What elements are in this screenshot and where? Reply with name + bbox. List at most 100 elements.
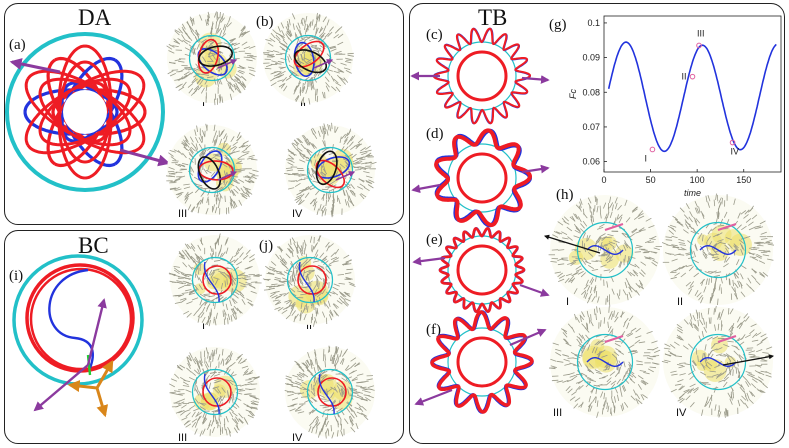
director-fiber [212,349,215,357]
director-fiber [333,360,337,367]
director-fiber [683,390,690,394]
director-fiber [214,388,220,394]
director-fiber [313,197,317,204]
director-fiber [733,272,739,278]
director-fiber [324,32,330,38]
director-fiber [759,273,766,278]
director-fiber [212,204,215,211]
defect-trajectory [297,265,327,295]
defect-marker [604,223,624,231]
director-fiber [301,259,308,265]
director-fiber [250,158,258,161]
director-fiber [732,369,734,376]
director-fiber [640,381,647,386]
defect-trajectory [197,156,222,190]
director-fiber [679,244,686,246]
director-fiber [700,297,704,304]
director-fiber [691,360,697,367]
director-fiber [579,198,583,205]
director-fiber [314,380,318,387]
director-fiber [331,86,337,91]
director-fiber [360,147,366,152]
director-fiber [630,327,637,332]
director-fiber [574,397,581,402]
director-fiber [220,33,227,39]
director-fiber [180,298,187,303]
director-fiber [305,87,309,94]
director-fiber [636,244,643,247]
director-fiber [229,353,233,360]
director-fiber [630,395,636,401]
director-fiber [597,296,600,303]
confinement-ring [689,221,747,279]
director-fiber [321,425,324,433]
director-fiber [274,278,281,281]
director-fiber [365,149,372,152]
director-fiber [723,251,726,258]
director-fiber [250,175,257,180]
director-fiber [574,229,581,234]
director-fiber [708,401,712,408]
director-fiber [240,83,246,89]
director-fiber [629,378,636,384]
director-fiber [198,402,205,407]
director-fiber [251,403,259,406]
director-fiber [176,280,183,283]
director-fiber [196,78,202,85]
director-fiber [245,393,252,395]
director-fiber [565,273,573,277]
director-fiber [295,269,298,276]
director-fiber [305,16,308,23]
director-fiber [590,215,593,222]
director-fiber [351,153,357,159]
director-fiber [551,379,559,382]
director-fiber [172,45,179,47]
director-fiber [705,278,708,285]
director-fiber [325,268,331,274]
director-fiber [676,329,683,334]
director-fiber [248,178,255,183]
director-fiber [708,395,713,401]
director-fiber [301,362,307,368]
director-fiber [617,204,622,211]
roman-h-i: I [566,296,570,308]
director-fiber [281,259,287,266]
director-fiber [199,14,203,21]
director-fiber [337,420,339,428]
director-fiber [195,183,203,187]
director-fiber [725,247,730,254]
director-fiber [282,39,288,45]
director-fiber [304,147,310,153]
director-fiber [341,374,348,379]
director-fiber [185,389,192,393]
director-fiber [679,393,684,400]
director-fiber [628,361,633,368]
director-fiber [238,281,245,285]
director-fiber [569,374,576,378]
director-fiber [200,356,203,363]
director-fiber [328,190,331,197]
director-fiber [276,32,283,37]
director-fiber [326,19,330,26]
director-fiber [226,274,231,280]
director-fiber [339,292,345,298]
director-fiber [616,293,620,300]
director-fiber [186,21,191,28]
director-fiber [351,362,357,368]
director-fiber [581,259,587,265]
director-fiber [222,23,226,31]
director-fiber [169,187,177,191]
director-fiber [306,305,309,313]
director-fiber [330,75,335,82]
director-fiber [221,387,226,393]
director-fiber [219,94,222,101]
director-fiber [293,242,297,249]
director-fiber [246,190,253,195]
roman-j-iii: III [178,432,188,444]
director-fiber [310,44,318,47]
director-fiber [703,251,708,258]
director-fiber [593,285,597,292]
director-fiber [244,179,251,184]
director-fiber [563,373,570,376]
director-fiber [333,386,338,393]
